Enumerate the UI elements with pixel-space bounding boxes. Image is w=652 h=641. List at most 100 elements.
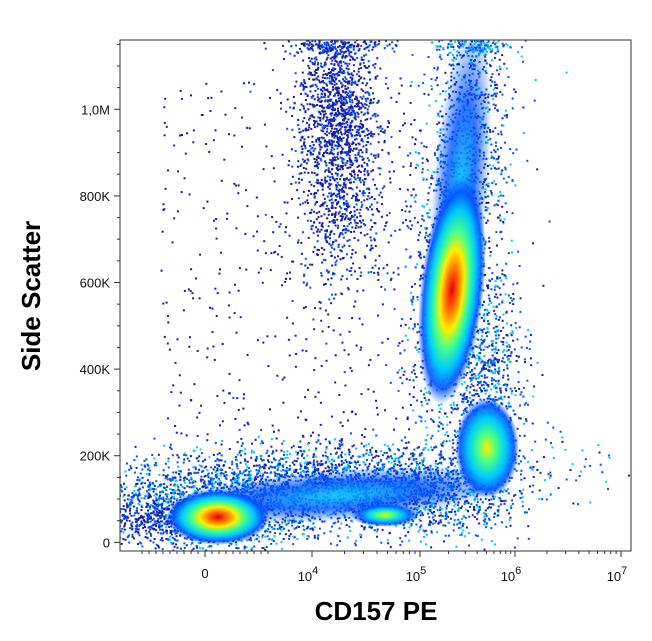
event-dot	[505, 389, 508, 392]
event-dot	[353, 210, 356, 213]
event-dot	[527, 329, 530, 332]
event-dot	[332, 221, 335, 224]
event-dot	[439, 92, 442, 95]
event-dot	[282, 401, 285, 404]
event-dot	[414, 421, 417, 424]
event-dot	[480, 329, 483, 332]
event-dot	[354, 112, 357, 115]
event-dot	[375, 232, 378, 235]
event-dot	[327, 95, 330, 98]
event-dot	[222, 389, 225, 392]
event-dot	[370, 271, 373, 273]
event-dot	[398, 92, 401, 95]
event-dot	[313, 193, 316, 196]
event-dot	[339, 96, 342, 99]
event-dot	[339, 105, 342, 108]
event-dot	[342, 137, 345, 139]
event-dot	[320, 215, 323, 218]
event-dot	[428, 216, 431, 219]
event-dot	[311, 263, 314, 266]
event-dot	[300, 172, 303, 175]
event-dot	[236, 441, 239, 444]
event-dot	[408, 539, 411, 542]
event-dot	[495, 337, 498, 340]
event-dot	[529, 6, 531, 8]
event-dot	[443, 30, 445, 32]
event-dot	[331, 175, 334, 178]
event-dot	[326, 141, 329, 144]
event-dot	[391, 161, 394, 164]
event-dot	[338, 99, 341, 102]
event-dot	[509, 301, 511, 304]
event-dot	[323, 140, 326, 143]
event-dot	[534, 79, 537, 81]
event-dot	[487, 201, 490, 204]
event-dot	[496, 358, 499, 361]
event-dot	[507, 402, 510, 404]
event-dot	[511, 502, 514, 505]
event-dot	[484, 8, 486, 10]
event-dot	[366, 198, 369, 201]
event-dot	[435, 48, 438, 51]
event-dot	[351, 252, 354, 255]
event-dot	[350, 125, 353, 127]
event-dot	[426, 410, 429, 413]
event-dot	[490, 50, 493, 53]
event-dot	[476, 25, 478, 27]
event-dot	[364, 168, 367, 171]
event-dot	[490, 167, 493, 170]
event-dot	[518, 417, 520, 420]
event-dot	[352, 109, 355, 112]
event-dot	[313, 63, 316, 66]
event-dot	[303, 79, 306, 81]
event-dot	[326, 77, 329, 80]
event-dot	[498, 383, 500, 386]
event-dot	[322, 95, 325, 98]
event-dot	[526, 379, 529, 382]
event-dot	[311, 103, 314, 106]
event-dot	[359, 135, 362, 137]
event-dot	[482, 339, 485, 342]
event-dot	[409, 101, 412, 104]
event-dot	[371, 114, 374, 117]
event-dot	[351, 99, 354, 102]
event-dot	[450, 411, 453, 414]
event-dot	[161, 230, 164, 233]
event-dot	[372, 46, 375, 49]
event-dot	[368, 197, 371, 200]
event-dot	[340, 138, 343, 141]
event-dot	[515, 148, 518, 151]
event-dot	[349, 58, 352, 61]
event-dot	[346, 138, 348, 141]
event-dot	[486, 376, 489, 379]
event-dot	[494, 330, 497, 333]
event-dot	[270, 155, 273, 158]
event-dot	[324, 309, 327, 312]
event-dot	[272, 167, 275, 170]
event-dot	[490, 379, 493, 382]
event-dot	[411, 53, 414, 56]
event-dot	[510, 4, 512, 6]
event-dot	[321, 253, 324, 256]
event-dot	[331, 246, 333, 249]
event-dot	[300, 92, 303, 95]
event-dot	[320, 65, 323, 68]
event-dot	[353, 81, 356, 84]
event-dot	[337, 169, 339, 171]
event-dot	[418, 278, 421, 281]
event-dot	[484, 526, 487, 529]
event-dot	[255, 196, 258, 199]
event-dot	[320, 204, 323, 206]
event-dot	[491, 73, 494, 76]
event-dot	[239, 461, 242, 464]
event-dot	[317, 87, 320, 90]
event-dot	[336, 167, 338, 170]
event-dot	[473, 13, 475, 15]
event-dot	[481, 304, 484, 307]
event-dot	[351, 226, 354, 229]
event-dot	[389, 278, 392, 281]
event-dot	[344, 81, 347, 83]
event-dot	[313, 37, 315, 39]
event-dot	[349, 106, 352, 108]
event-dot	[421, 218, 424, 221]
